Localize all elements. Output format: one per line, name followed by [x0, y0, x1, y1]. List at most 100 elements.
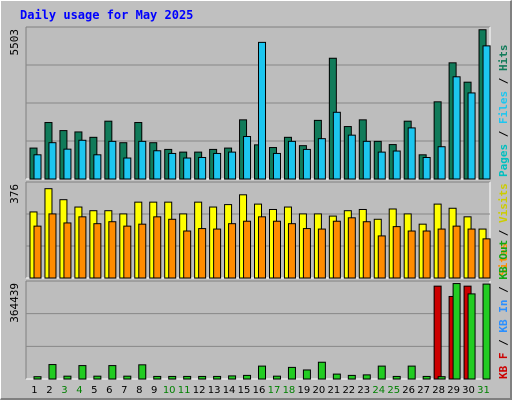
bar-sites-day-5 — [93, 223, 102, 279]
bar-files-day-27 — [422, 156, 431, 180]
day-label-14: 14 — [223, 385, 236, 396]
day-label-31: 31 — [477, 385, 490, 396]
day-label-20: 20 — [313, 385, 326, 396]
bar-kb-out-day-26 — [407, 365, 416, 380]
legend-entry: / — [497, 124, 510, 144]
legend-kbytes: KB F / KB In / KB Out — [497, 240, 510, 379]
bar-files-day-7 — [123, 157, 132, 180]
day-label-24: 24 — [372, 385, 385, 396]
bar-files-day-16 — [258, 41, 267, 180]
bar-files-day-15 — [243, 136, 252, 180]
bar-sites-day-17 — [272, 220, 281, 279]
bar-kb-out-day-23 — [362, 374, 371, 380]
legend-entry: / — [497, 280, 510, 300]
day-label-6: 6 — [106, 385, 112, 396]
day-label-1: 1 — [31, 385, 37, 396]
bar-sites-day-20 — [317, 228, 326, 279]
bar-sites-day-10 — [168, 218, 177, 279]
bar-sites-day-13 — [213, 228, 222, 279]
max-label-hits-files-pages: 5503 — [8, 29, 21, 56]
bar-kb-out-day-17 — [272, 375, 281, 380]
bar-sites-day-15 — [243, 220, 252, 279]
bar-sites-day-19 — [302, 228, 311, 279]
bar-files-day-28 — [437, 146, 446, 180]
bar-files-day-17 — [272, 152, 281, 180]
day-label-28: 28 — [432, 385, 445, 396]
day-label-26: 26 — [402, 385, 415, 396]
bar-files-day-13 — [213, 152, 222, 180]
bar-sites-day-6 — [108, 221, 117, 279]
bar-kb-f-day-28 — [433, 285, 442, 380]
legend-entry: Pages — [497, 144, 510, 177]
day-label-25: 25 — [387, 385, 400, 396]
day-label-7: 7 — [121, 385, 127, 396]
bar-kb-out-day-22 — [347, 374, 356, 380]
bar-files-day-26 — [407, 127, 416, 180]
bar-sites-day-2 — [48, 213, 57, 279]
bar-sites-day-4 — [78, 216, 87, 279]
day-label-5: 5 — [91, 385, 97, 396]
bar-files-day-8 — [138, 140, 147, 180]
bar-kb-out-day-13 — [213, 375, 222, 380]
bar-kb-out-day-1 — [33, 376, 42, 380]
bar-kb-out-day-8 — [138, 364, 147, 380]
bar-sites-day-28 — [437, 228, 446, 279]
bar-kb-out-day-27 — [422, 375, 431, 380]
bar-kb-out-day-31 — [482, 283, 491, 380]
bar-kb-out-day-7 — [123, 375, 132, 380]
bar-kb-out-day-28 — [437, 376, 446, 380]
day-label-29: 29 — [447, 385, 460, 396]
day-label-22: 22 — [342, 385, 355, 396]
bar-sites-day-26 — [407, 230, 416, 279]
legend-hits-files-pages: Pages / Files / Hits — [497, 45, 510, 178]
plot-panel-kbytes — [26, 281, 490, 379]
legend-entry: KB Out — [497, 240, 510, 280]
bar-sites-day-25 — [392, 226, 401, 279]
legend-entry: / — [497, 223, 510, 243]
bar-files-day-1 — [33, 154, 42, 180]
bar-kb-out-day-9 — [153, 375, 162, 380]
bar-kb-out-day-21 — [332, 373, 341, 380]
bar-sites-day-16 — [258, 216, 267, 279]
chart-title: Daily usage for May 2025 — [20, 8, 194, 22]
day-label-15: 15 — [238, 385, 251, 396]
bar-kb-out-day-24 — [377, 365, 386, 380]
bar-sites-day-18 — [287, 223, 296, 279]
legend-visits-sites: Sites / Visits — [497, 183, 510, 276]
day-label-17: 17 — [268, 385, 281, 396]
bar-sites-day-21 — [332, 220, 341, 279]
legend-entry: Files — [497, 91, 510, 124]
bar-sites-day-23 — [362, 221, 371, 279]
bar-sites-day-22 — [347, 217, 356, 279]
bar-kb-out-day-15 — [243, 374, 252, 380]
bar-kb-out-day-16 — [258, 365, 267, 380]
day-label-10: 10 — [163, 385, 176, 396]
bar-files-day-9 — [153, 150, 162, 180]
bar-sites-day-3 — [63, 222, 72, 279]
legend-entry: / — [497, 71, 510, 91]
legend-entry: / — [497, 333, 510, 353]
day-label-23: 23 — [357, 385, 370, 396]
bar-files-day-10 — [168, 152, 177, 180]
bar-sites-day-8 — [138, 223, 147, 279]
day-label-9: 9 — [151, 385, 157, 396]
bar-sites-day-1 — [33, 225, 42, 279]
bar-sites-day-24 — [377, 235, 386, 279]
bar-kb-out-day-20 — [317, 361, 326, 380]
bar-files-day-18 — [287, 140, 296, 180]
legend-entry: Visits — [497, 183, 510, 223]
bar-kb-out-day-25 — [392, 375, 401, 380]
bar-files-day-30 — [467, 92, 476, 180]
bar-sites-day-30 — [467, 228, 476, 279]
day-label-30: 30 — [462, 385, 475, 396]
bar-sites-day-7 — [123, 225, 132, 279]
bar-files-day-31 — [482, 45, 491, 180]
bar-files-day-2 — [48, 142, 57, 180]
bar-files-day-25 — [392, 150, 401, 180]
bar-kb-out-day-14 — [228, 375, 237, 380]
bar-kb-out-day-18 — [287, 366, 296, 380]
day-label-13: 13 — [208, 385, 221, 396]
max-label-visits-sites: 376 — [8, 184, 21, 204]
bar-files-day-12 — [198, 156, 207, 180]
